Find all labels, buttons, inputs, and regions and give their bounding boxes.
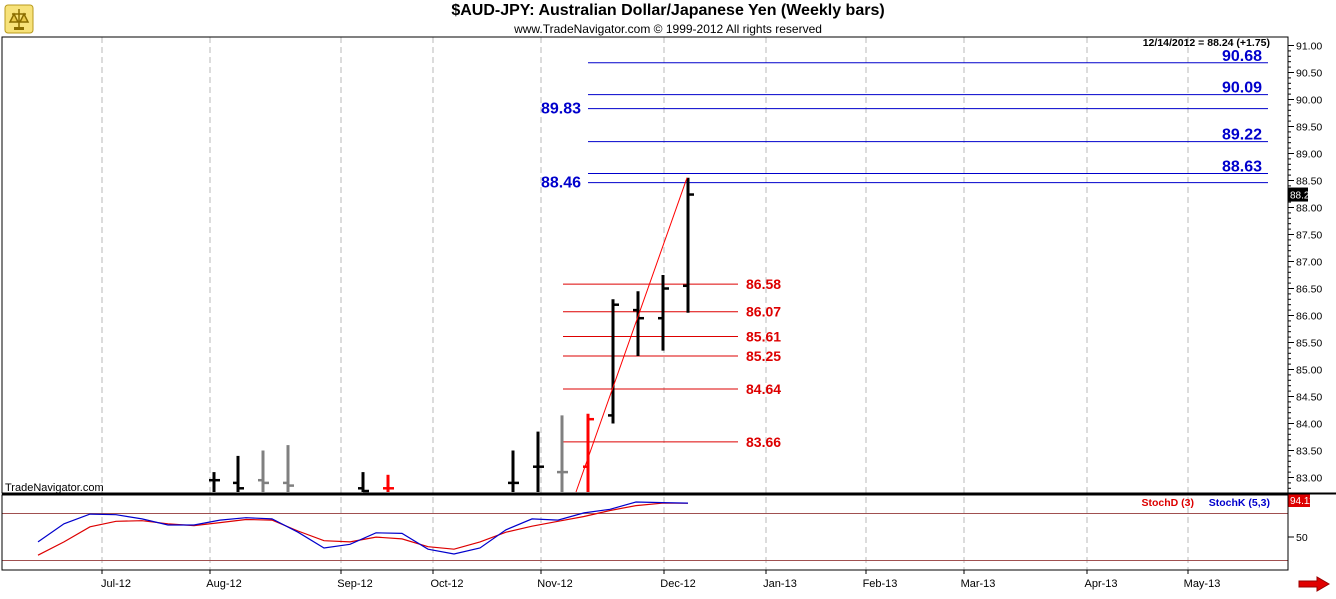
stoch-last-box <box>1288 494 1310 507</box>
price-bars <box>209 177 694 493</box>
axes: Jul-12 Aug-12 Sep-12 Oct-12 Nov-12 Dec-12 Jan-… <box>1 36 1336 590</box>
watermark-text: TradeNavigator.com <box>5 482 104 494</box>
y-tick-label: 84.50 <box>1296 392 1322 404</box>
projection-level-label: 88.46 <box>541 175 581 192</box>
date-gridlines <box>101 37 1189 570</box>
y-tick-label: 89.50 <box>1296 122 1322 134</box>
retracement-level-label: 86.07 <box>746 304 781 320</box>
price-panel-frame <box>1 36 1289 494</box>
stochastic-panel-frame <box>1 494 1289 571</box>
y-tick-label: 88.50 <box>1296 176 1322 188</box>
projection-level-label: 88.63 <box>1222 158 1262 175</box>
stoch-d-legend: StochD (3) <box>1142 497 1195 509</box>
x-tick-label: Aug-12 <box>206 578 241 590</box>
y-tick-label: 83.50 <box>1296 446 1322 458</box>
y-tick-label: 89.00 <box>1296 149 1322 161</box>
x-tick-label: Mar-13 <box>961 578 996 590</box>
y-tick-label: 91.00 <box>1296 41 1322 53</box>
last-price-box <box>1288 187 1308 202</box>
retracement-level-label: 85.25 <box>746 348 781 364</box>
last-price-label: 88.24 <box>1290 191 1315 202</box>
copyright-text: www.TradeNavigator.com © 1999-2012 All r… <box>514 22 822 36</box>
swing-trend-line <box>575 177 688 493</box>
projection-level-label: 89.83 <box>541 101 581 118</box>
projection-level-label: 90.09 <box>1222 80 1262 97</box>
x-tick-label: May-13 <box>1184 578 1221 590</box>
stoch-k-legend: StochK (5,3) <box>1209 497 1270 509</box>
stoch-d-line <box>37 502 689 556</box>
retracement-level-label: 84.64 <box>746 381 781 397</box>
y-tick-label: 87.50 <box>1296 230 1322 242</box>
y-tick-label: 90.00 <box>1296 95 1322 107</box>
retracement-level-label: 83.66 <box>746 434 781 450</box>
y-tick-label: 85.50 <box>1296 338 1322 350</box>
stochastic-panel: StochD (3) StochK (5,3) 94.11 50 <box>2 494 1315 561</box>
y-tick-label: 84.00 <box>1296 419 1322 431</box>
x-tick-label: Apr-13 <box>1084 578 1117 590</box>
y-tick-label: 86.00 <box>1296 311 1322 323</box>
y-tick-label: 85.00 <box>1296 365 1322 377</box>
chart-title: $AUD-JPY: Australian Dollar/Japanese Yen… <box>451 2 885 19</box>
fibonacci-levels: 90.68 90.09 89.83 89.22 88.63 88.46 86.58 86.07… <box>541 48 1268 450</box>
x-tick-label: Feb-13 <box>863 578 898 590</box>
trend-line <box>575 177 688 493</box>
x-tick-label: Dec-12 <box>660 578 695 590</box>
retracement-level-label: 85.61 <box>746 329 781 345</box>
x-tick-label: Jul-12 <box>101 578 131 590</box>
x-tick-label: Nov-12 <box>537 578 572 590</box>
projection-level-label: 89.22 <box>1222 127 1262 144</box>
y-tick-label: 83.00 <box>1296 473 1322 485</box>
last-quote-text: 12/14/2012 = 88.24 (+1.75) <box>1143 37 1270 49</box>
scroll-right-arrow-icon[interactable] <box>1298 576 1330 592</box>
stoch-k-line <box>37 501 689 555</box>
retracement-level-label: 86.58 <box>746 276 781 292</box>
x-tick-label: Sep-12 <box>337 578 372 590</box>
stoch-last-label: 94.11 <box>1290 496 1315 507</box>
trade-navigator-logo-icon[interactable] <box>4 4 34 34</box>
projection-level-label: 90.68 <box>1222 48 1262 65</box>
y-tick-label: 88.00 <box>1296 203 1322 215</box>
y-tick-label: 86.50 <box>1296 284 1322 296</box>
stoch-y-tick-label: 50 <box>1296 532 1308 544</box>
x-tick-label: Jan-13 <box>763 578 797 590</box>
y-tick-label: 87.00 <box>1296 257 1322 269</box>
y-tick-label: 90.50 <box>1296 68 1322 80</box>
x-tick-label: Oct-12 <box>430 578 463 590</box>
